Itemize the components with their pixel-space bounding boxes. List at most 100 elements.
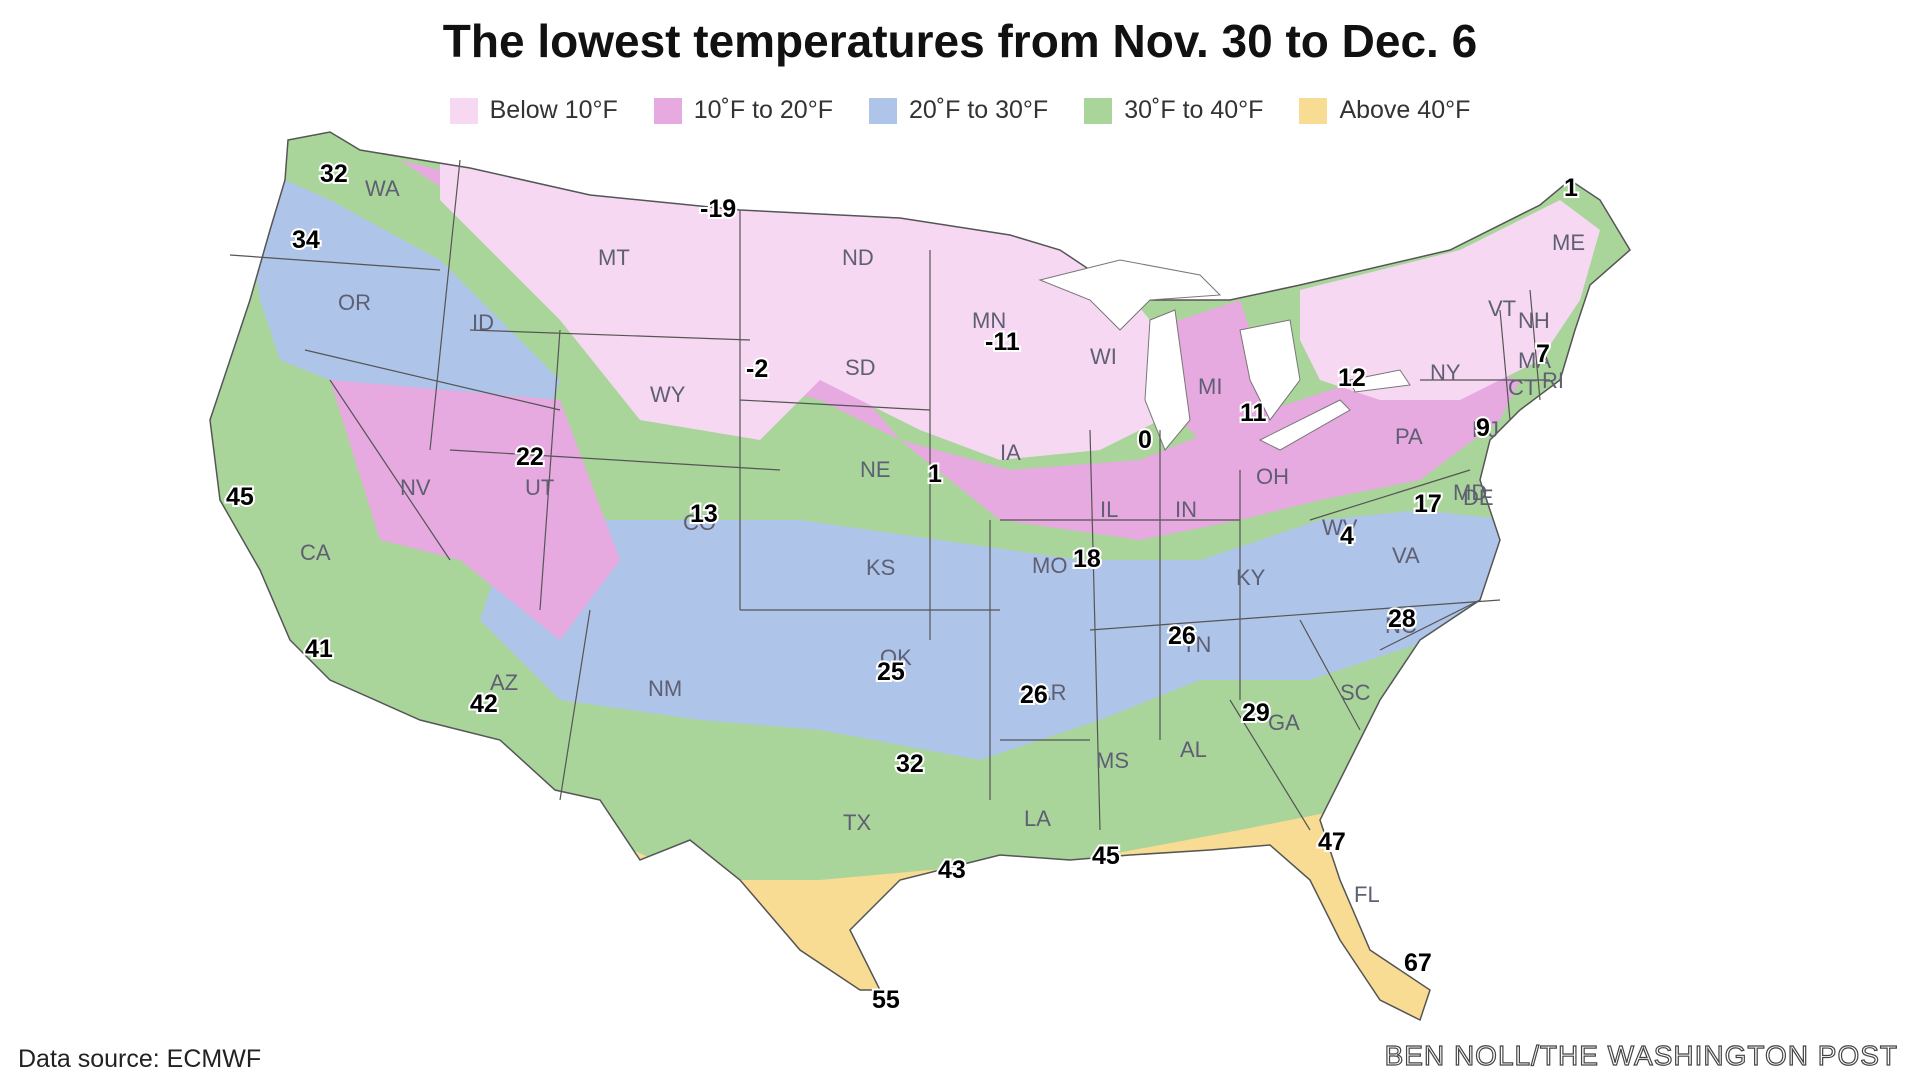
- temp-label: 45: [226, 483, 254, 511]
- band-ca-coast: [210, 520, 240, 620]
- state-label-sd: SD: [845, 355, 876, 380]
- state-label-nm: NM: [648, 676, 682, 701]
- state-label-wy: WY: [650, 382, 686, 407]
- state-label-wi: WI: [1090, 344, 1117, 369]
- map-title: The lowest temperatures from Nov. 30 to …: [442, 15, 1478, 67]
- data-source: Data source: ECMWF: [18, 1045, 262, 1073]
- temp-label: 18: [1073, 545, 1101, 573]
- temp-label: 32: [896, 750, 924, 778]
- state-label-wa: WA: [365, 176, 400, 201]
- state-label-mt: MT: [598, 245, 630, 270]
- state-label-me: ME: [1552, 230, 1585, 255]
- state-label-ar: AR: [1036, 680, 1067, 705]
- state-label-ri: RI: [1542, 368, 1564, 393]
- temp-label: 55: [872, 986, 900, 1014]
- state-label-ga: GA: [1268, 710, 1300, 735]
- state-label-co: CO: [683, 510, 716, 535]
- temp-label: 11: [1240, 399, 1267, 427]
- temp-label: 17: [1414, 490, 1442, 518]
- state-label-ne: NE: [860, 457, 891, 482]
- state-label-ca: CA: [300, 540, 331, 565]
- credit: BEN NOLL/THE WASHINGTON POST: [1384, 1039, 1898, 1071]
- legend-item-above-40: Above 40°F: [1299, 96, 1470, 125]
- temperature-bands: [210, 132, 1630, 1020]
- temp-label: 34: [292, 226, 320, 254]
- state-label-tx: TX: [843, 810, 871, 835]
- legend-label: Below 10°F: [489, 96, 618, 124]
- legend-label: 10˚F to 20°F: [693, 96, 833, 124]
- temp-label: 67: [1404, 949, 1432, 977]
- legend-item-below-10: Below 10°F: [449, 96, 618, 125]
- state-label-mn: MN: [972, 308, 1006, 333]
- state-labels: WA OR CA ID NV MT WY UT AZ CO NM ND SD N…: [300, 176, 1585, 907]
- legend-item-30-40: 30˚F to 40°F: [1084, 96, 1263, 125]
- temp-label: -2: [746, 355, 768, 383]
- state-label-ma: MA: [1518, 348, 1551, 373]
- lake-erie: [1258, 399, 1351, 451]
- temp-label: 42: [470, 690, 498, 718]
- legend-swatch: [653, 97, 682, 124]
- state-label-nc: NC: [1385, 613, 1417, 638]
- state-label-nd: ND: [842, 245, 874, 270]
- lake-ontario: [1349, 369, 1411, 393]
- state-label-ks: KS: [866, 555, 895, 580]
- temp-label: 43: [938, 856, 966, 884]
- state-label-id: ID: [472, 310, 494, 335]
- state-label-nj: NJ: [1472, 417, 1499, 442]
- state-label-oh: OH: [1256, 464, 1289, 489]
- legend-item-20-30: 20˚F to 30°F: [868, 96, 1049, 125]
- temp-label: 26: [1020, 681, 1048, 709]
- state-label-az: AZ: [490, 670, 518, 695]
- legend-swatch: [449, 97, 478, 124]
- temp-label: 32: [320, 160, 348, 188]
- temp-label: -19: [700, 195, 736, 223]
- state-label-pa: PA: [1395, 424, 1423, 449]
- temp-label: 4: [1340, 522, 1354, 550]
- state-label-ms: MS: [1096, 748, 1129, 773]
- legend-swatch: [868, 97, 897, 124]
- temp-label: 22: [516, 443, 544, 471]
- state-label-il: IL: [1100, 497, 1118, 522]
- state-label-vt: VT: [1488, 296, 1516, 321]
- legend-swatch: [1299, 97, 1328, 124]
- band-10-20-west: [330, 380, 620, 640]
- state-label-mi: MI: [1198, 374, 1222, 399]
- us-outline: [209, 131, 1631, 1022]
- state-label-va: VA: [1392, 543, 1420, 568]
- lake-huron: [1239, 319, 1301, 421]
- state-label-de: DE: [1463, 485, 1494, 510]
- band-below-10-northeast: [1300, 200, 1600, 400]
- temp-label: -11: [985, 328, 1020, 356]
- state-label-nh: NH: [1518, 308, 1550, 333]
- legend-label: 30˚F to 40°F: [1124, 96, 1264, 124]
- state-label-ny: NY: [1430, 360, 1461, 385]
- state-label-or: OR: [338, 290, 371, 315]
- legend-label: 20˚F to 30°F: [908, 96, 1049, 124]
- state-label-in: IN: [1175, 497, 1197, 522]
- lake-superior: [1038, 259, 1222, 331]
- state-label-al: AL: [1180, 737, 1207, 762]
- legend: Below 10°F 10˚F to 20°F 20˚F to 30°F 30˚…: [0, 96, 1920, 125]
- state-borders: [229, 159, 1550, 831]
- temp-label: 25: [877, 658, 905, 686]
- legend-label: Above 40°F: [1339, 96, 1471, 124]
- temperature-labels: 32 34 -19 45 41 42 22 13 -2 -11 1 0 18 2…: [224, 158, 1580, 1016]
- temp-label: 12: [1338, 364, 1366, 392]
- legend-swatch: [1084, 97, 1113, 124]
- temp-label: 28: [1388, 605, 1416, 633]
- state-label-ky: KY: [1236, 565, 1266, 590]
- temp-label: 29: [1242, 699, 1270, 727]
- temp-label: 13: [690, 500, 718, 528]
- temp-label: 47: [1318, 828, 1346, 856]
- state-label-nv: NV: [400, 475, 431, 500]
- temp-label: 41: [305, 635, 333, 663]
- state-label-ok: OK: [880, 645, 912, 670]
- temp-label: 9: [1476, 414, 1490, 442]
- state-label-tn: TN: [1182, 632, 1211, 657]
- state-label-ut: UT: [525, 475, 554, 500]
- state-label-sc: SC: [1340, 680, 1371, 705]
- temp-label: 0: [1138, 426, 1152, 454]
- state-label-ct: CT: [1508, 375, 1537, 400]
